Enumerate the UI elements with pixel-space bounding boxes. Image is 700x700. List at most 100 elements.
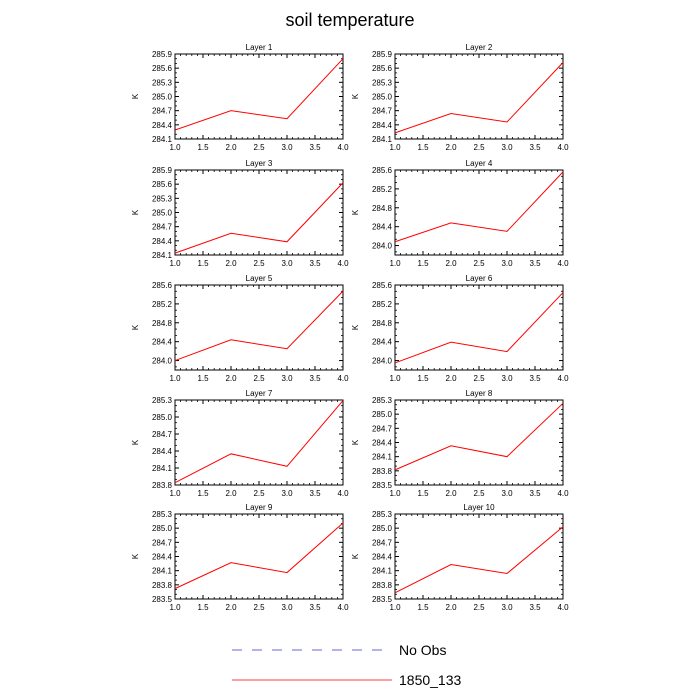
- plot-frame: [394, 284, 564, 371]
- y-tick-label: 284.7: [372, 107, 393, 116]
- series-line-1850-133: [394, 292, 564, 364]
- x-tick-label: 3.5: [309, 489, 321, 498]
- x-tick-label: 1.0: [169, 259, 181, 268]
- x-tick-label: 2.5: [473, 489, 485, 498]
- panel-layer-10: Layer 10 1.0 1.5 2.0 2.5 3.0 3.5 4.0 283.5 283.8 2…: [351, 503, 569, 612]
- x-tick-label: 3.0: [501, 143, 513, 152]
- x-tick-label: 4.0: [337, 603, 349, 612]
- x-tick-label: 3.5: [529, 489, 541, 498]
- x-tick-label: 2.0: [225, 603, 237, 612]
- panel-layer-1: Layer 1 1.0 1.5 2.0 2.5 3.0 3.5 4.0 284.1 284.4 28…: [131, 43, 349, 152]
- x-tick-label: 2.5: [253, 374, 265, 383]
- x-tick-label: 3.0: [281, 259, 293, 268]
- x-tick-label: 3.0: [281, 143, 293, 152]
- x-tick-label: 1.0: [389, 489, 401, 498]
- x-tick-label: 1.0: [389, 259, 401, 268]
- y-tick-label: 285.2: [372, 300, 393, 309]
- y-axis-label: K: [351, 209, 360, 215]
- x-tick-label: 4.0: [557, 143, 569, 152]
- y-tick-label: 284.4: [152, 447, 173, 456]
- y-tick-label: 283.5: [372, 595, 393, 604]
- y-tick-label: 283.8: [372, 581, 393, 590]
- x-tick-label: 4.0: [557, 489, 569, 498]
- y-tick-label: 284.8: [372, 319, 393, 328]
- x-tick-label: 1.0: [389, 374, 401, 383]
- x-tick-label: 2.5: [473, 143, 485, 152]
- series-line-1850-133: [394, 171, 564, 243]
- y-tick-label: 284.8: [152, 319, 173, 328]
- x-tick-label: 4.0: [557, 374, 569, 383]
- y-tick-label: 283.8: [152, 581, 173, 590]
- y-tick-label: 285.0: [152, 524, 173, 533]
- x-tick-label: 1.5: [417, 489, 429, 498]
- x-tick-label: 3.0: [501, 603, 513, 612]
- series-line-1850-133: [394, 62, 564, 134]
- x-tick-label: 2.5: [253, 489, 265, 498]
- y-axis-label: K: [131, 553, 140, 559]
- series-line-1850-133: [174, 182, 344, 254]
- panel-title: Layer 4: [466, 159, 493, 168]
- y-tick-label: 285.0: [152, 93, 173, 102]
- x-tick-label: 2.0: [225, 259, 237, 268]
- x-tick-label: 3.0: [281, 603, 293, 612]
- y-tick-label: 285.0: [152, 413, 173, 422]
- y-tick-label: 285.3: [372, 78, 393, 87]
- y-tick-label: 284.4: [372, 223, 393, 232]
- y-tick-label: 283.8: [152, 481, 173, 490]
- x-tick-label: 1.0: [169, 489, 181, 498]
- x-tick-label: 4.0: [337, 489, 349, 498]
- x-tick-label: 2.0: [225, 143, 237, 152]
- y-tick-label: 284.0: [372, 242, 393, 251]
- legend-label-2: 1850_133: [399, 672, 462, 688]
- y-tick-label: 284.4: [372, 338, 393, 347]
- y-tick-label: 285.3: [152, 510, 173, 519]
- legend: No Obs 1850_133: [232, 642, 462, 688]
- plot-frame: [394, 513, 564, 600]
- series-line-1850-133: [174, 58, 344, 131]
- series-line-1850-133: [394, 526, 564, 594]
- y-tick-label: 284.1: [372, 567, 393, 576]
- panel-title: Layer 8: [466, 389, 493, 398]
- x-tick-label: 3.5: [309, 374, 321, 383]
- panel-layer-3: Layer 3 1.0 1.5 2.0 2.5 3.0 3.5 4.0 284.1 284.4 28…: [131, 159, 349, 268]
- y-tick-label: 283.5: [152, 595, 173, 604]
- x-tick-label: 1.0: [169, 374, 181, 383]
- y-axis-label: K: [131, 324, 140, 330]
- y-tick-label: 284.4: [372, 439, 393, 448]
- y-tick-label: 285.2: [152, 300, 173, 309]
- x-tick-label: 4.0: [337, 259, 349, 268]
- x-tick-label: 2.5: [473, 259, 485, 268]
- panel-layer-5: Layer 5 1.0 1.5 2.0 2.5 3.0 3.5 4.0 284.0 284.4 28…: [131, 274, 349, 383]
- x-tick-label: 2.0: [445, 603, 457, 612]
- y-tick-label: 284.4: [372, 121, 393, 130]
- x-tick-label: 4.0: [557, 259, 569, 268]
- legend-label-1: No Obs: [399, 642, 446, 658]
- y-tick-label: 284.1: [372, 135, 393, 144]
- x-tick-label: 3.5: [309, 143, 321, 152]
- y-axis-label: K: [351, 93, 360, 99]
- panel-title: Layer 5: [246, 274, 273, 283]
- y-tick-label: 284.4: [152, 338, 173, 347]
- plot-frame: [394, 53, 564, 140]
- x-tick-label: 3.0: [501, 489, 513, 498]
- y-tick-label: 284.0: [372, 357, 393, 366]
- x-tick-label: 3.0: [501, 374, 513, 383]
- y-tick-label: 285.9: [372, 50, 393, 59]
- x-tick-label: 2.0: [445, 374, 457, 383]
- series-line-1850-133: [174, 522, 344, 590]
- panel-title: Layer 7: [246, 389, 273, 398]
- figure-title: soil temperature: [285, 10, 414, 30]
- y-tick-label: 285.0: [152, 209, 173, 218]
- plot-frame: [174, 169, 344, 256]
- x-tick-label: 2.5: [253, 603, 265, 612]
- x-tick-label: 3.5: [529, 374, 541, 383]
- y-axis-label: K: [131, 439, 140, 445]
- y-axis-label: K: [351, 553, 360, 559]
- y-tick-label: 285.6: [152, 64, 173, 73]
- y-tick-label: 284.7: [152, 107, 173, 116]
- panel-layer-7: Layer 7 1.0 1.5 2.0 2.5 3.0 3.5 4.0 283.8 284.1 28…: [131, 389, 349, 498]
- panel-layer-8: Layer 8 1.0 1.5 2.0 2.5 3.0 3.5 4.0 283.5 283.8 28…: [351, 389, 569, 498]
- x-tick-label: 1.0: [169, 603, 181, 612]
- y-tick-label: 284.4: [152, 553, 173, 562]
